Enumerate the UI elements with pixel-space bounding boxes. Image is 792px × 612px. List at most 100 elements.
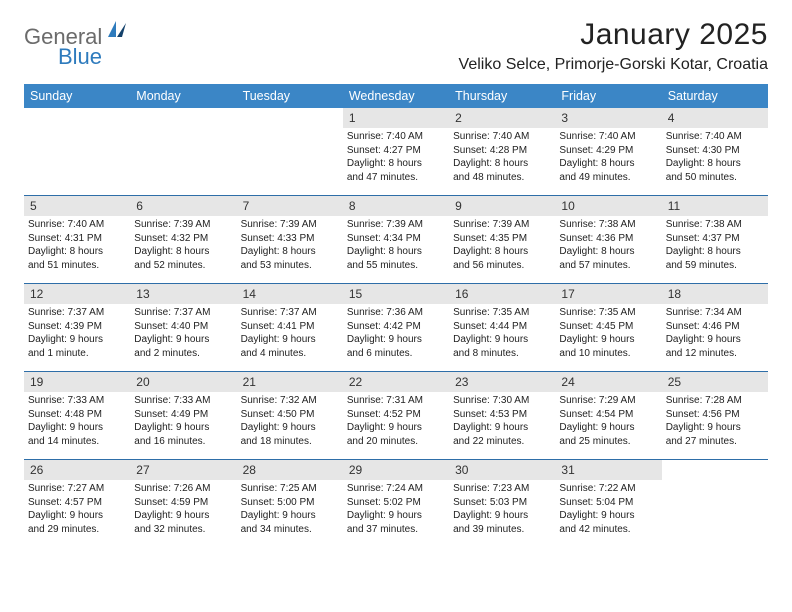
- sunset-text: Sunset: 5:03 PM: [453, 496, 551, 510]
- daylight-text: Daylight: 8 hours: [559, 157, 657, 171]
- sunset-text: Sunset: 4:29 PM: [559, 144, 657, 158]
- calendar-grid: Sunday Monday Tuesday Wednesday Thursday…: [24, 84, 768, 548]
- sunset-text: Sunset: 4:40 PM: [134, 320, 232, 334]
- day-cell: 18Sunrise: 7:34 AMSunset: 4:46 PMDayligh…: [662, 284, 768, 371]
- week-row: 19Sunrise: 7:33 AMSunset: 4:48 PMDayligh…: [24, 372, 768, 460]
- day-cell: 30Sunrise: 7:23 AMSunset: 5:03 PMDayligh…: [449, 460, 555, 548]
- day-number: 28: [237, 460, 343, 480]
- day-cell: 26Sunrise: 7:27 AMSunset: 4:57 PMDayligh…: [24, 460, 130, 548]
- day-number: 7: [237, 196, 343, 216]
- day-number: 2: [449, 108, 555, 128]
- sunrise-text: Sunrise: 7:23 AM: [453, 482, 551, 496]
- day-number: 21: [237, 372, 343, 392]
- sunset-text: Sunset: 4:28 PM: [453, 144, 551, 158]
- dow-thursday: Thursday: [449, 84, 555, 108]
- daylight-text: and 56 minutes.: [453, 259, 551, 273]
- sunrise-text: Sunrise: 7:40 AM: [453, 130, 551, 144]
- location-subtitle: Veliko Selce, Primorje-Gorski Kotar, Cro…: [459, 56, 768, 74]
- day-number: 8: [343, 196, 449, 216]
- sunrise-text: Sunrise: 7:39 AM: [241, 218, 339, 232]
- daylight-text: and 16 minutes.: [134, 435, 232, 449]
- daylight-text: and 8 minutes.: [453, 347, 551, 361]
- day-number: 9: [449, 196, 555, 216]
- day-cell: 20Sunrise: 7:33 AMSunset: 4:49 PMDayligh…: [130, 372, 236, 459]
- sunrise-text: Sunrise: 7:40 AM: [28, 218, 126, 232]
- daylight-text: Daylight: 8 hours: [453, 245, 551, 259]
- day-cell: 27Sunrise: 7:26 AMSunset: 4:59 PMDayligh…: [130, 460, 236, 548]
- sunrise-text: Sunrise: 7:22 AM: [559, 482, 657, 496]
- day-cell: 29Sunrise: 7:24 AMSunset: 5:02 PMDayligh…: [343, 460, 449, 548]
- day-cell: 23Sunrise: 7:30 AMSunset: 4:53 PMDayligh…: [449, 372, 555, 459]
- weeks-container: 1Sunrise: 7:40 AMSunset: 4:27 PMDaylight…: [24, 108, 768, 548]
- day-cell: 16Sunrise: 7:35 AMSunset: 4:44 PMDayligh…: [449, 284, 555, 371]
- dow-sunday: Sunday: [24, 84, 130, 108]
- daylight-text: Daylight: 8 hours: [453, 157, 551, 171]
- day-cell: 25Sunrise: 7:28 AMSunset: 4:56 PMDayligh…: [662, 372, 768, 459]
- daylight-text: and 22 minutes.: [453, 435, 551, 449]
- sunrise-text: Sunrise: 7:33 AM: [28, 394, 126, 408]
- week-row: 26Sunrise: 7:27 AMSunset: 4:57 PMDayligh…: [24, 460, 768, 548]
- day-number: 20: [130, 372, 236, 392]
- day-cell: [24, 108, 130, 195]
- day-cell: 7Sunrise: 7:39 AMSunset: 4:33 PMDaylight…: [237, 196, 343, 283]
- week-row: 5Sunrise: 7:40 AMSunset: 4:31 PMDaylight…: [24, 196, 768, 284]
- dow-tuesday: Tuesday: [237, 84, 343, 108]
- sunrise-text: Sunrise: 7:40 AM: [347, 130, 445, 144]
- sunrise-text: Sunrise: 7:36 AM: [347, 306, 445, 320]
- sunrise-text: Sunrise: 7:30 AM: [453, 394, 551, 408]
- sunset-text: Sunset: 4:49 PM: [134, 408, 232, 422]
- daylight-text: and 48 minutes.: [453, 171, 551, 185]
- sunset-text: Sunset: 4:41 PM: [241, 320, 339, 334]
- daylight-text: Daylight: 9 hours: [453, 421, 551, 435]
- daylight-text: and 29 minutes.: [28, 523, 126, 537]
- sunset-text: Sunset: 4:54 PM: [559, 408, 657, 422]
- day-number: 16: [449, 284, 555, 304]
- day-number: 29: [343, 460, 449, 480]
- brand-word-2: Blue: [58, 44, 102, 70]
- daylight-text: and 57 minutes.: [559, 259, 657, 273]
- sunrise-text: Sunrise: 7:29 AM: [559, 394, 657, 408]
- brand-logo: General Blue: [24, 18, 130, 50]
- sunset-text: Sunset: 4:42 PM: [347, 320, 445, 334]
- calendar-page: General Blue January 2025 Veliko Selce, …: [0, 0, 792, 548]
- sunrise-text: Sunrise: 7:38 AM: [559, 218, 657, 232]
- sunset-text: Sunset: 4:57 PM: [28, 496, 126, 510]
- day-number: 14: [237, 284, 343, 304]
- day-number: 18: [662, 284, 768, 304]
- week-row: 12Sunrise: 7:37 AMSunset: 4:39 PMDayligh…: [24, 284, 768, 372]
- daylight-text: Daylight: 9 hours: [241, 333, 339, 347]
- sunrise-text: Sunrise: 7:39 AM: [347, 218, 445, 232]
- sunset-text: Sunset: 4:52 PM: [347, 408, 445, 422]
- sunrise-text: Sunrise: 7:27 AM: [28, 482, 126, 496]
- sunset-text: Sunset: 4:27 PM: [347, 144, 445, 158]
- dow-header-row: Sunday Monday Tuesday Wednesday Thursday…: [24, 84, 768, 108]
- daylight-text: and 27 minutes.: [666, 435, 764, 449]
- sunrise-text: Sunrise: 7:35 AM: [559, 306, 657, 320]
- sunrise-text: Sunrise: 7:38 AM: [666, 218, 764, 232]
- daylight-text: Daylight: 9 hours: [559, 333, 657, 347]
- day-number: 12: [24, 284, 130, 304]
- daylight-text: and 50 minutes.: [666, 171, 764, 185]
- daylight-text: Daylight: 9 hours: [347, 421, 445, 435]
- daylight-text: and 37 minutes.: [347, 523, 445, 537]
- sunrise-text: Sunrise: 7:37 AM: [241, 306, 339, 320]
- daylight-text: Daylight: 9 hours: [134, 333, 232, 347]
- day-cell: 28Sunrise: 7:25 AMSunset: 5:00 PMDayligh…: [237, 460, 343, 548]
- day-cell: 19Sunrise: 7:33 AMSunset: 4:48 PMDayligh…: [24, 372, 130, 459]
- sunset-text: Sunset: 4:45 PM: [559, 320, 657, 334]
- sunset-text: Sunset: 4:48 PM: [28, 408, 126, 422]
- daylight-text: and 47 minutes.: [347, 171, 445, 185]
- sunset-text: Sunset: 5:04 PM: [559, 496, 657, 510]
- day-cell: [237, 108, 343, 195]
- sunrise-text: Sunrise: 7:26 AM: [134, 482, 232, 496]
- day-cell: 24Sunrise: 7:29 AMSunset: 4:54 PMDayligh…: [555, 372, 661, 459]
- daylight-text: and 42 minutes.: [559, 523, 657, 537]
- daylight-text: and 4 minutes.: [241, 347, 339, 361]
- daylight-text: Daylight: 8 hours: [347, 157, 445, 171]
- sunset-text: Sunset: 4:46 PM: [666, 320, 764, 334]
- day-cell: [130, 108, 236, 195]
- daylight-text: Daylight: 9 hours: [453, 509, 551, 523]
- day-number: 31: [555, 460, 661, 480]
- sunset-text: Sunset: 4:33 PM: [241, 232, 339, 246]
- daylight-text: Daylight: 8 hours: [28, 245, 126, 259]
